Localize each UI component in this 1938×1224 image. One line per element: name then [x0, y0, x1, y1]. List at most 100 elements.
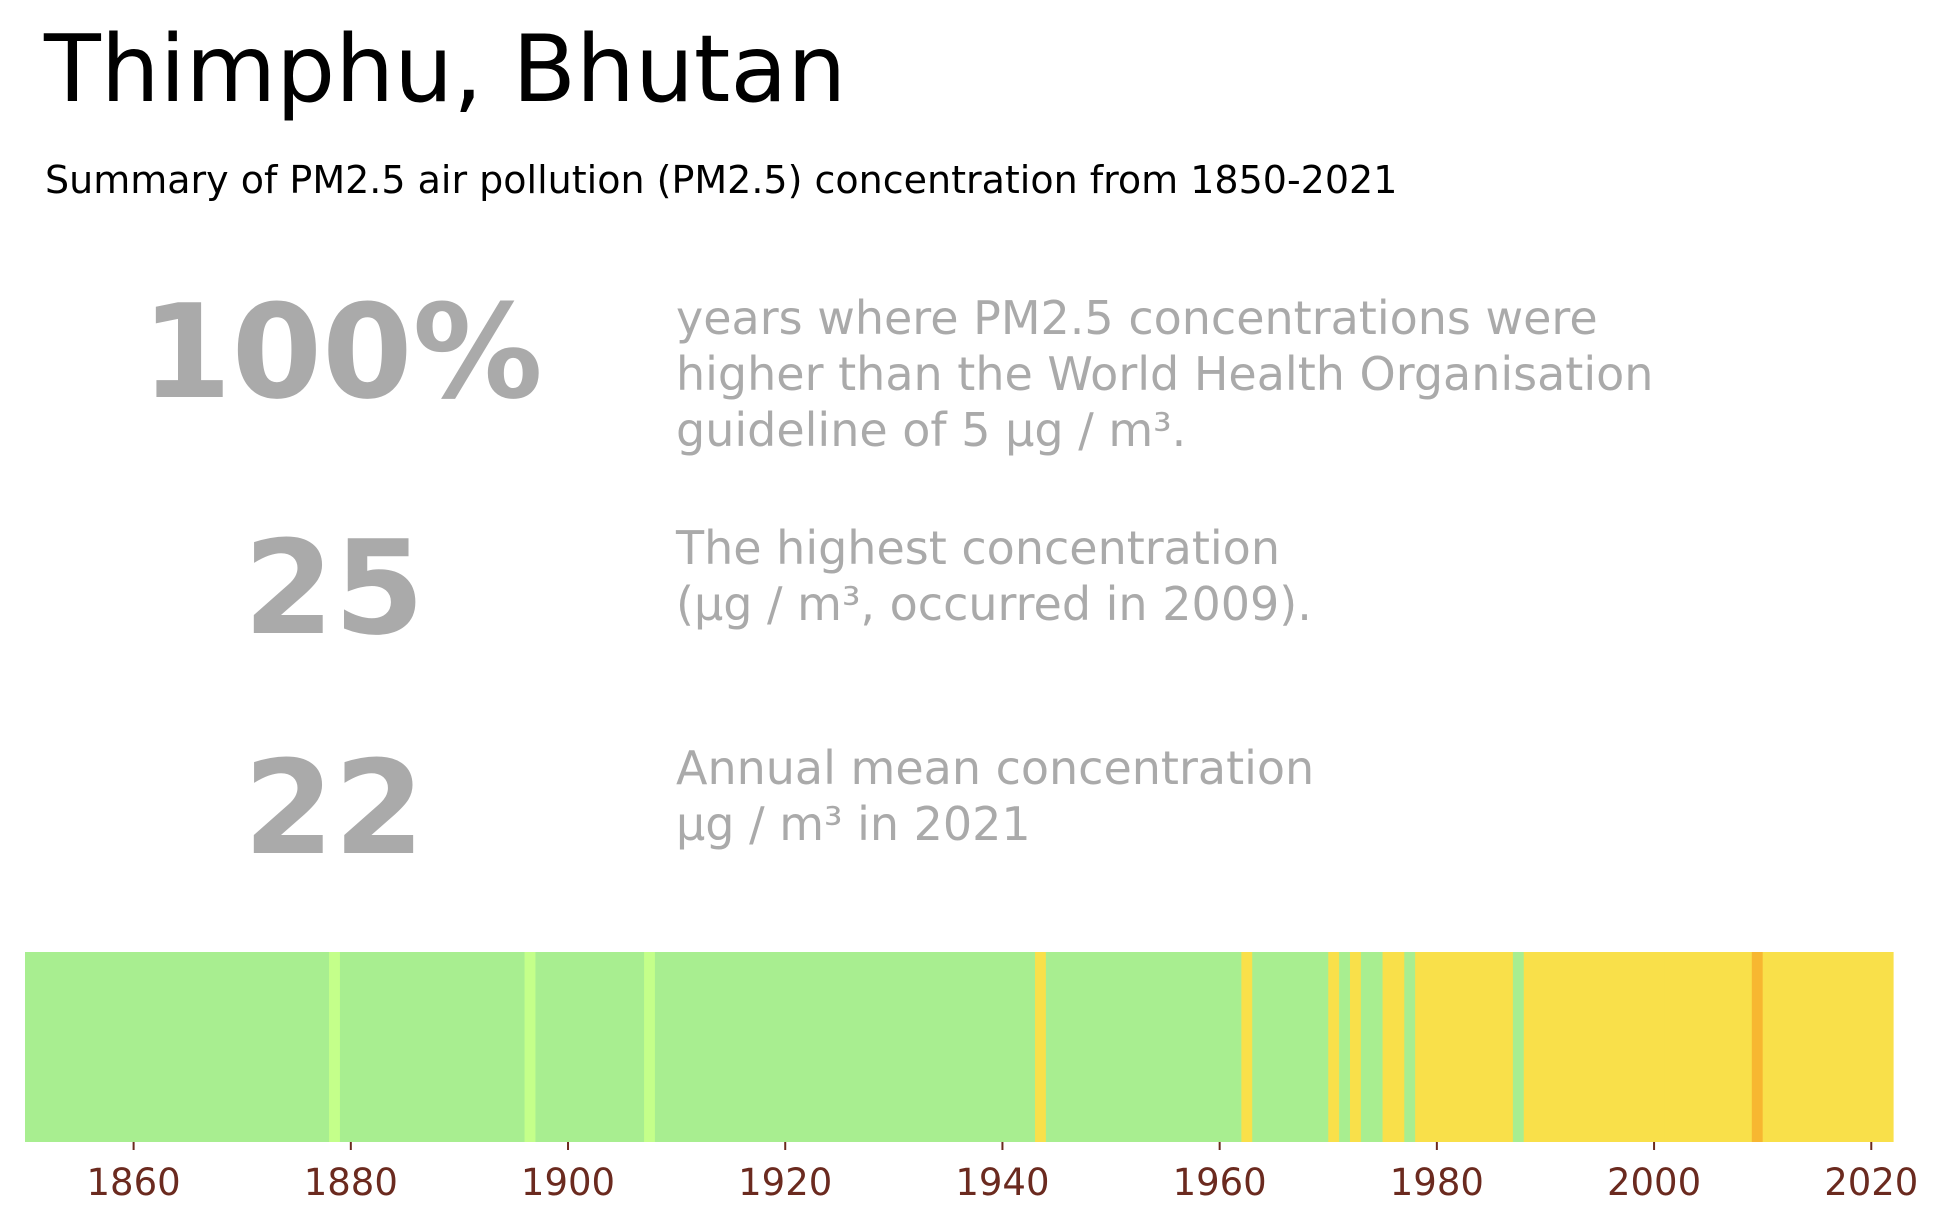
year-stripe — [1165, 952, 1177, 1142]
stripes-group — [25, 952, 1894, 1142]
stat-desc-line: The highest concentration — [676, 521, 1280, 575]
x-axis-ticks: 1860 1880 1900 1920 1940 1960 1980 2000 2020 — [87, 1142, 1918, 1204]
x-tick-label: 2000 — [1607, 1161, 1701, 1204]
year-stripe — [1773, 952, 1785, 1142]
page-title: Thimphu, Bhutan — [44, 15, 847, 123]
year-stripe — [980, 952, 993, 1142]
year-stripe — [774, 952, 786, 1142]
year-stripe — [101, 952, 113, 1142]
year-stripe — [752, 952, 765, 1142]
year-stripe — [1469, 952, 1481, 1142]
year-stripe — [1751, 952, 1764, 1142]
year-stripe — [448, 952, 461, 1142]
year-stripe — [263, 952, 276, 1142]
year-stripe — [557, 952, 569, 1142]
year-stripe — [1132, 952, 1145, 1142]
year-stripe — [1035, 952, 1047, 1142]
year-stripe — [904, 952, 917, 1142]
year-stripe — [1360, 952, 1373, 1142]
x-tick-label: 1960 — [1173, 1161, 1267, 1204]
year-stripe — [307, 952, 319, 1142]
year-stripe — [415, 952, 428, 1142]
x-tick-label: 1880 — [304, 1161, 398, 1204]
year-stripe — [937, 952, 949, 1142]
year-stripe — [1762, 952, 1775, 1142]
year-stripe — [1610, 952, 1623, 1142]
year-stripe — [122, 952, 135, 1142]
year-stripe — [611, 952, 623, 1142]
year-stripe — [1317, 952, 1329, 1142]
year-stripe — [546, 952, 558, 1142]
year-stripe — [720, 952, 732, 1142]
year-stripe — [1534, 952, 1547, 1142]
year-stripe — [1686, 952, 1699, 1142]
year-stripe — [1502, 952, 1514, 1142]
year-stripe — [1447, 952, 1460, 1142]
year-stripe — [57, 952, 70, 1142]
year-stripe — [861, 952, 873, 1142]
year-stripe — [1556, 952, 1568, 1142]
year-stripe — [492, 952, 504, 1142]
year-stripe — [209, 952, 222, 1142]
year-stripe — [1730, 952, 1742, 1142]
year-stripe — [339, 952, 352, 1142]
year-stripe — [959, 952, 971, 1142]
year-stripe — [1588, 952, 1601, 1142]
year-stripe — [893, 952, 906, 1142]
year-stripe — [1002, 952, 1014, 1142]
year-stripe — [665, 952, 678, 1142]
year-stripe — [1491, 952, 1503, 1142]
year-stripe — [926, 952, 938, 1142]
year-stripe — [187, 952, 200, 1142]
year-stripe — [1740, 952, 1753, 1142]
year-stripe — [253, 952, 265, 1142]
year-stripe — [220, 952, 232, 1142]
year-stripe — [1252, 952, 1264, 1142]
year-stripe — [915, 952, 928, 1142]
year-stripe — [1512, 952, 1525, 1142]
year-stripe — [426, 952, 439, 1142]
year-stripe — [1263, 952, 1275, 1142]
year-stripe — [144, 952, 156, 1142]
year-stripe — [285, 952, 298, 1142]
page-subtitle: Summary of PM2.5 air pollution (PM2.5) c… — [45, 158, 1398, 202]
year-stripe — [1230, 952, 1242, 1142]
year-stripe — [969, 952, 982, 1142]
year-stripe — [633, 952, 645, 1142]
year-stripe — [90, 952, 102, 1142]
x-tick-label: 1940 — [955, 1161, 1049, 1204]
x-tick-label: 2020 — [1824, 1161, 1918, 1204]
year-stripe — [1806, 952, 1818, 1142]
year-stripe — [1111, 952, 1123, 1142]
year-stripe — [796, 952, 808, 1142]
year-stripe — [1795, 952, 1807, 1142]
year-stripe — [741, 952, 754, 1142]
year-stripe — [1654, 952, 1666, 1142]
year-stripe — [111, 952, 124, 1142]
stat-desc-highest: The highest concentration (µg / m³, occu… — [676, 520, 1312, 632]
year-stripe — [383, 952, 395, 1142]
year-stripe — [1100, 952, 1112, 1142]
year-stripe — [1078, 952, 1090, 1142]
year-stripe — [361, 952, 374, 1142]
year-stripe — [405, 952, 417, 1142]
stat-desc-line: years where PM2.5 concentrations were — [676, 291, 1598, 345]
year-stripe — [394, 952, 406, 1142]
year-stripe — [622, 952, 634, 1142]
year-stripe — [578, 952, 591, 1142]
year-stripe — [1784, 952, 1796, 1142]
year-stripe — [1838, 952, 1851, 1142]
year-stripe — [1599, 952, 1612, 1142]
year-stripe — [1632, 952, 1644, 1142]
year-stripe — [1827, 952, 1840, 1142]
year-stripe — [155, 952, 167, 1142]
year-stripe — [1458, 952, 1471, 1142]
year-stripe — [513, 952, 526, 1142]
year-stripe — [502, 952, 515, 1142]
year-stripe — [1860, 952, 1872, 1142]
year-stripe — [1621, 952, 1633, 1142]
year-stripe — [470, 952, 482, 1142]
year-stripe — [1284, 952, 1297, 1142]
year-stripe — [654, 952, 667, 1142]
year-stripe — [1643, 952, 1655, 1142]
